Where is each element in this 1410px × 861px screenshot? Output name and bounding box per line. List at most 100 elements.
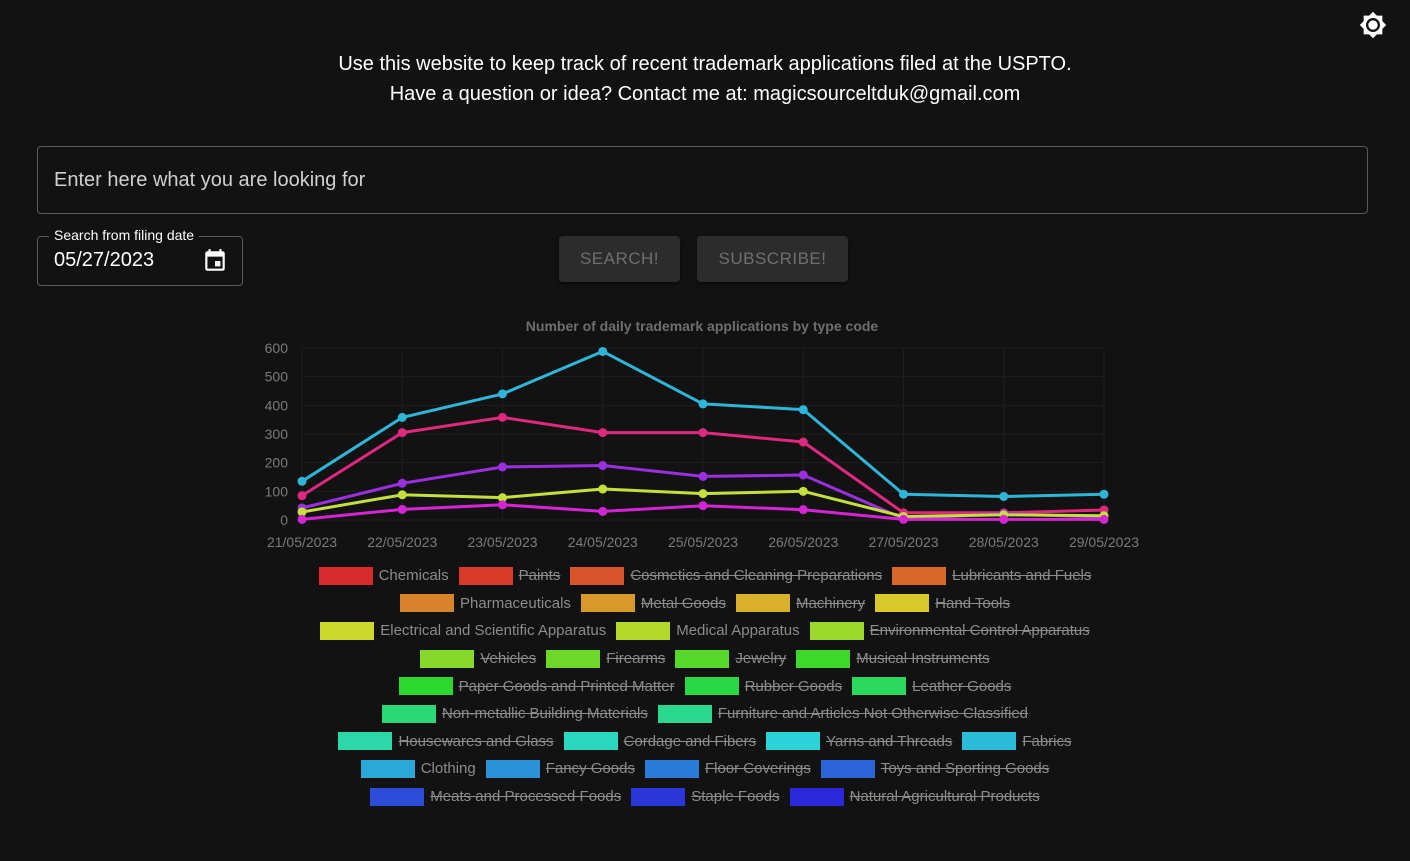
intro-text: Use this website to keep track of recent… xyxy=(338,53,1072,75)
legend-label: Electrical and Scientific Apparatus xyxy=(380,622,607,640)
x-tick-label: 22/05/2023 xyxy=(367,534,437,550)
legend-item[interactable]: Cordage and Fibers xyxy=(563,732,756,751)
data-point[interactable] xyxy=(598,428,608,438)
legend-item[interactable]: Electrical and Scientific Apparatus xyxy=(320,621,607,640)
legend-item[interactable]: Pharmaceuticals xyxy=(400,594,571,613)
legend-swatch xyxy=(796,649,851,668)
legend-item[interactable]: Fancy Goods xyxy=(485,759,635,778)
data-point[interactable] xyxy=(798,405,808,415)
contact-text: Have a question or idea? Contact me at: … xyxy=(389,83,1021,105)
search-button[interactable]: SEARCH! xyxy=(559,236,680,282)
legend-item[interactable]: Staple Foods xyxy=(631,787,780,806)
legend-label: Meats and Processed Foods xyxy=(430,788,622,806)
data-point[interactable] xyxy=(698,399,708,409)
legend-item[interactable]: Floor Coverings xyxy=(644,759,811,778)
filing-date-field[interactable]: Search from filing date 05/27/2023 xyxy=(37,227,243,286)
data-point[interactable] xyxy=(698,428,708,438)
legend-item[interactable]: Medical Apparatus xyxy=(616,621,800,640)
x-tick-label: 21/05/2023 xyxy=(267,534,337,550)
data-point[interactable] xyxy=(397,428,407,438)
chart-legend: Chemicals Paints Cosmetics and Cleaning Pr… xyxy=(290,562,1120,810)
data-point[interactable] xyxy=(899,514,908,524)
legend-item[interactable]: Environmental Control Apparatus xyxy=(809,621,1090,640)
legend-item[interactable]: Toys and Sporting Goods xyxy=(820,759,1049,778)
legend-item[interactable]: Clothing xyxy=(360,759,476,778)
legend-row: Paper Goods and Printed Matter Rubber Goo… xyxy=(290,672,1120,700)
legend-item[interactable]: Chemicals xyxy=(318,566,449,585)
data-point[interactable] xyxy=(397,504,407,514)
legend-swatch xyxy=(631,787,686,806)
legend-label: Chemicals xyxy=(378,567,449,585)
legend-item[interactable]: Leather Goods xyxy=(852,677,1011,696)
data-point[interactable] xyxy=(698,471,708,481)
data-point[interactable] xyxy=(498,412,507,422)
legend-item[interactable]: Natural Agricultural Products xyxy=(789,787,1040,806)
data-point[interactable] xyxy=(798,437,808,447)
legend-item[interactable]: Paints xyxy=(458,566,560,585)
data-point[interactable] xyxy=(297,514,307,524)
search-input[interactable] xyxy=(54,147,1344,213)
data-point[interactable] xyxy=(397,490,407,500)
data-point[interactable] xyxy=(498,462,507,472)
legend-item[interactable]: Non-metallic Building Materials xyxy=(381,704,648,723)
filing-date-value[interactable]: 05/27/2023 xyxy=(54,249,155,271)
data-point[interactable] xyxy=(498,493,507,503)
data-point[interactable] xyxy=(1099,489,1109,499)
legend-row: Non-metallic Building Materials Furniture… xyxy=(290,700,1120,728)
data-point[interactable] xyxy=(1099,514,1109,524)
legend-label: Staple Foods xyxy=(691,788,780,806)
legend-item[interactable]: Paper Goods and Printed Matter xyxy=(398,677,675,696)
data-point[interactable] xyxy=(798,505,808,515)
legend-swatch xyxy=(381,704,436,723)
legend-item[interactable]: Cosmetics and Cleaning Preparations xyxy=(570,566,882,585)
data-point[interactable] xyxy=(598,461,608,471)
data-point[interactable] xyxy=(397,412,407,422)
legend-item[interactable]: Yarns and Threads xyxy=(766,732,952,751)
legend-swatch xyxy=(546,649,601,668)
data-point[interactable] xyxy=(698,501,708,511)
legend-swatch xyxy=(318,566,373,585)
legend-row: Clothing Fancy Goods Floor Coverings Toys a… xyxy=(290,755,1120,783)
legend-item[interactable]: Firearms xyxy=(546,649,665,668)
legend-row: Electrical and Scientific Apparatus Medic… xyxy=(290,617,1120,645)
legend-swatch xyxy=(875,594,930,613)
legend-item[interactable]: Furniture and Articles Not Otherwise Cla… xyxy=(657,704,1028,723)
legend-item[interactable]: Vehicles xyxy=(420,649,536,668)
theme-toggle-button[interactable] xyxy=(1356,8,1390,42)
legend-item[interactable]: Musical Instruments xyxy=(796,649,990,668)
data-point[interactable] xyxy=(498,500,507,510)
data-point[interactable] xyxy=(698,489,708,499)
legend-item[interactable]: Lubricants and Fuels xyxy=(892,566,1091,585)
calendar-icon[interactable] xyxy=(202,248,228,274)
legend-label: Fabrics xyxy=(1022,732,1072,750)
y-tick-label: 200 xyxy=(265,455,289,471)
legend-label: Machinery xyxy=(795,594,866,612)
legend-item[interactable]: Meats and Processed Foods xyxy=(370,787,622,806)
legend-label: Fancy Goods xyxy=(545,760,635,778)
legend-item[interactable]: Machinery xyxy=(735,594,866,613)
data-point[interactable] xyxy=(297,476,307,486)
data-point[interactable] xyxy=(397,478,407,488)
subscribe-button[interactable]: SUBSCRIBE! xyxy=(697,236,848,282)
data-point[interactable] xyxy=(598,506,608,516)
legend-label: Rubber Goods xyxy=(744,677,843,695)
data-point[interactable] xyxy=(899,489,908,499)
data-point[interactable] xyxy=(598,346,608,356)
data-point[interactable] xyxy=(999,514,1009,524)
data-point[interactable] xyxy=(297,491,307,501)
legend-item[interactable]: Hand Tools xyxy=(875,594,1010,613)
legend-item[interactable]: Metal Goods xyxy=(580,594,726,613)
legend-item[interactable]: Fabrics xyxy=(962,732,1072,751)
legend-item[interactable]: Housewares and Glass xyxy=(338,732,554,751)
legend-label: Environmental Control Apparatus xyxy=(869,622,1090,640)
data-point[interactable] xyxy=(798,486,808,496)
data-point[interactable] xyxy=(297,507,307,517)
data-point[interactable] xyxy=(598,484,608,494)
legend-item[interactable]: Jewelry xyxy=(675,649,786,668)
legend-item[interactable]: Rubber Goods xyxy=(684,677,843,696)
legend-swatch xyxy=(852,677,907,696)
data-point[interactable] xyxy=(798,470,808,480)
data-point[interactable] xyxy=(498,389,507,399)
legend-row: Meats and Processed Foods Staple Foods Nat… xyxy=(290,783,1120,811)
data-point[interactable] xyxy=(999,491,1009,501)
